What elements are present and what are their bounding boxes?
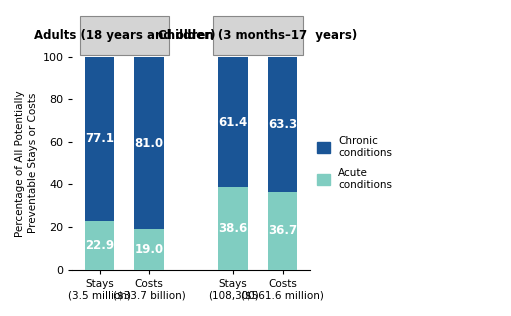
Bar xyxy=(134,229,164,270)
Bar xyxy=(218,187,248,270)
Y-axis label: Percentage of All Potentially
Preventable Stays or Costs: Percentage of All Potentially Preventabl… xyxy=(15,90,38,237)
Text: 81.0: 81.0 xyxy=(134,137,164,149)
Bar xyxy=(268,57,297,191)
Text: 38.6: 38.6 xyxy=(219,222,248,235)
Bar xyxy=(85,57,114,221)
Text: Children (3 months–17  years): Children (3 months–17 years) xyxy=(158,29,358,42)
Text: 77.1: 77.1 xyxy=(85,132,114,145)
Bar xyxy=(268,191,297,270)
Text: Adults (18 years and older): Adults (18 years and older) xyxy=(34,29,215,42)
Text: 22.9: 22.9 xyxy=(85,239,114,252)
Legend: Chronic
conditions, Acute
conditions: Chronic conditions, Acute conditions xyxy=(317,137,392,190)
Bar xyxy=(218,57,248,187)
Bar xyxy=(134,57,164,229)
Text: 63.3: 63.3 xyxy=(268,118,297,131)
Text: 19.0: 19.0 xyxy=(134,243,164,256)
Text: 61.4: 61.4 xyxy=(219,116,248,129)
Text: 36.7: 36.7 xyxy=(268,224,297,237)
Bar xyxy=(85,221,114,270)
